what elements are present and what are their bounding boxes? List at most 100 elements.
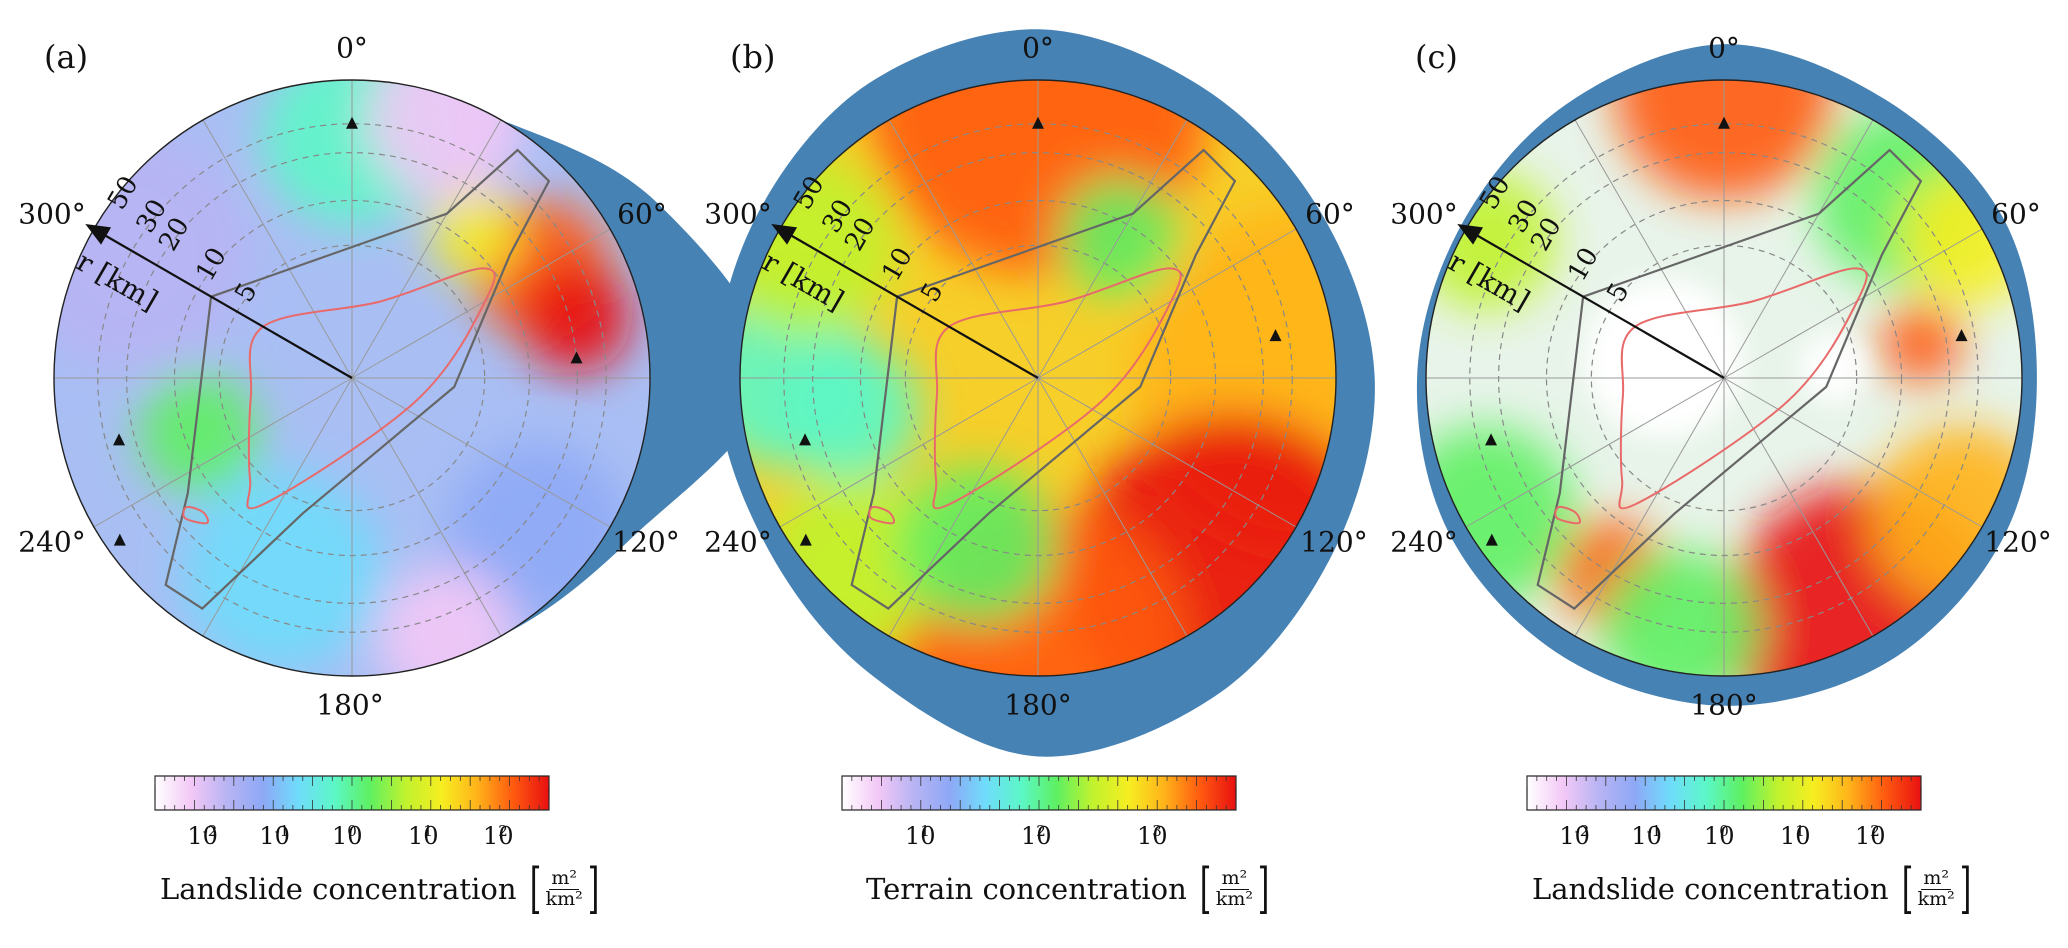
station-marker-icon xyxy=(1269,329,1282,342)
panel-c-angle-300: 300° xyxy=(1390,197,1458,231)
panel-b-angle-0: 0° xyxy=(1022,31,1054,65)
radius-axis-line xyxy=(91,227,353,379)
azimuth-spoke xyxy=(888,377,1039,637)
panel-a-angle-0: 0° xyxy=(336,31,368,65)
panel-a-heatmap xyxy=(54,80,650,676)
azimuth-spoke xyxy=(1037,119,1188,379)
panel-b-cbar-tick: 10 1 xyxy=(904,822,936,850)
station-marker-icon xyxy=(1718,116,1730,129)
fault-zone-outline xyxy=(1536,148,1923,610)
heat-spot xyxy=(1584,278,1744,438)
panel-b-angle-300: 300° xyxy=(704,197,772,231)
panel-a-colorbar-label: Landslide concentration [m² km²] xyxy=(160,857,600,920)
panel-c-angle-60: 60° xyxy=(1991,197,2041,231)
panel-a-cbar-tick: 10 0 xyxy=(331,822,363,850)
station-marker-icon xyxy=(1955,329,1968,342)
azimuth-spoke xyxy=(1723,377,1874,637)
panel-c-angle-120: 120° xyxy=(1984,525,2052,559)
azimuth-spoke xyxy=(351,377,611,528)
heat-spot xyxy=(139,373,260,494)
panel-c-cbar-tick: 10 1 xyxy=(1779,822,1811,850)
heat-spot xyxy=(366,80,527,200)
panel-b-colorbar xyxy=(841,775,1237,811)
heat-spot xyxy=(897,464,1058,625)
azimuth-spoke xyxy=(351,228,611,379)
station-marker-icon xyxy=(799,533,812,546)
panel-c-colorbar-label: Landslide concentration [m² km²] xyxy=(1532,857,1972,920)
azimuth-spoke xyxy=(202,119,353,379)
station-marker-icon xyxy=(113,533,126,546)
station-marker-icon xyxy=(346,116,358,129)
panel-b-label: (b) xyxy=(730,38,776,76)
rupture-outline xyxy=(182,505,210,525)
station-marker-icon xyxy=(799,433,812,446)
panel-c-colorbar xyxy=(1526,775,1922,811)
panel-a-angle-180: 180° xyxy=(316,688,384,722)
station-marker-icon xyxy=(570,351,583,364)
radius-arrow-icon xyxy=(85,224,112,245)
panel-a-label: (a) xyxy=(44,38,89,76)
radius-axis-line xyxy=(777,227,1039,379)
rupture-outline xyxy=(868,505,896,525)
panel-a-cbar-tick: 10 -2 xyxy=(187,822,218,850)
panel-b-cbar-tick: 10 3 xyxy=(1136,822,1168,850)
station-marker-icon xyxy=(1485,433,1498,446)
azimuth-spoke xyxy=(888,119,1039,379)
azimuth-spoke xyxy=(1723,228,1983,379)
panel-b-angle-240: 240° xyxy=(704,525,772,559)
station-marker-icon xyxy=(1485,533,1498,546)
panel-a-angle-240: 240° xyxy=(18,525,86,559)
azimuth-spoke xyxy=(1574,119,1725,379)
panel-a-angle-60: 60° xyxy=(617,197,667,231)
azimuth-spoke xyxy=(351,377,502,637)
fault-zone-outline xyxy=(850,148,1237,610)
panel-a-cbar-tick: 10 2 xyxy=(482,822,514,850)
panel-c-angle-180: 180° xyxy=(1690,688,1758,722)
azimuth-spoke xyxy=(1465,377,1725,528)
panel-b-cbar-tick: 10 2 xyxy=(1020,822,1052,850)
outer-ring xyxy=(739,79,1337,677)
panel-c-angle-240: 240° xyxy=(1390,525,1458,559)
heat-spot xyxy=(780,340,921,481)
panel-c-angle-0: 0° xyxy=(1708,31,1740,65)
heat-spot xyxy=(376,566,517,676)
panel-b-angle-180: 180° xyxy=(1004,688,1072,722)
station-marker-icon xyxy=(1032,116,1044,129)
azimuth-spoke xyxy=(1037,377,1188,637)
azimuth-spoke xyxy=(1723,377,1983,528)
azimuth-spoke xyxy=(1037,228,1297,379)
azimuth-spoke xyxy=(779,377,1039,528)
panel-a-cbar-tick: 10 1 xyxy=(407,822,439,850)
panel-a-cbar-tick: 10 -1 xyxy=(259,822,290,850)
panel-c-cbar-tick: 10 -2 xyxy=(1559,822,1590,850)
azimuth-spoke xyxy=(351,119,502,379)
azimuth-spoke xyxy=(1574,377,1725,637)
panel-c-cbar-tick: 10 2 xyxy=(1854,822,1886,850)
panel-a-angle-300: 300° xyxy=(18,197,86,231)
rupture-outline xyxy=(1554,505,1582,525)
heat-spot xyxy=(181,470,382,671)
rupture-outline xyxy=(1618,267,1868,510)
radius-arrow-icon xyxy=(771,224,798,245)
station-marker-icon xyxy=(113,433,126,446)
azimuth-spoke xyxy=(202,377,353,637)
azimuth-spoke xyxy=(93,377,353,528)
rupture-outline xyxy=(932,267,1182,510)
panel-a-colorbar xyxy=(154,775,550,811)
radius-arrow-icon xyxy=(1457,224,1484,245)
outer-ring xyxy=(1425,79,2023,677)
azimuth-spoke xyxy=(1723,119,1874,379)
outer-ring xyxy=(53,79,651,677)
panel-a-angle-120: 120° xyxy=(612,525,680,559)
panel-b-angle-120: 120° xyxy=(1300,525,1368,559)
panel-b-angle-60: 60° xyxy=(1305,197,1355,231)
panel-c-label: (c) xyxy=(1415,38,1458,76)
panel-b-colorbar-label: Terrain concentration [m² km²] xyxy=(866,857,1270,920)
panel-c-cbar-tick: 10 -1 xyxy=(1631,822,1662,850)
azimuth-spoke xyxy=(1037,377,1297,528)
